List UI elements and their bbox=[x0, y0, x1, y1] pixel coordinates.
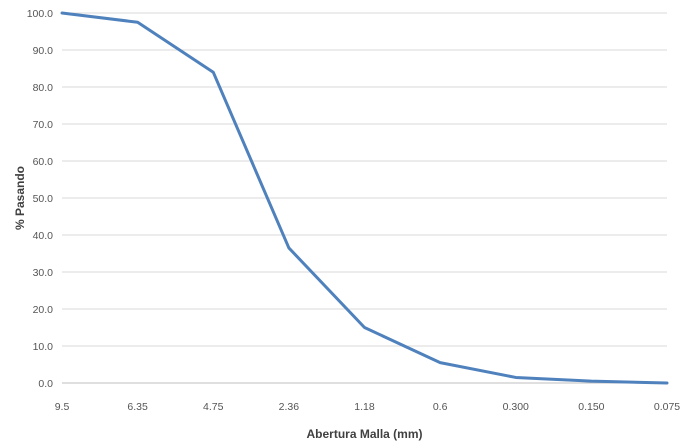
x-axis-title: Abertura Malla (mm) bbox=[306, 427, 422, 441]
y-tick-label: 60.0 bbox=[33, 156, 54, 168]
y-tick-label: 100.0 bbox=[27, 8, 53, 20]
x-tick-label: 0.150 bbox=[578, 401, 604, 413]
y-tick-label: 90.0 bbox=[33, 45, 54, 57]
y-tick-label: 70.0 bbox=[33, 119, 54, 131]
x-tick-label: 2.36 bbox=[279, 401, 300, 413]
y-tick-label: 20.0 bbox=[33, 304, 54, 316]
y-tick-label: 40.0 bbox=[33, 230, 54, 242]
y-tick-label: 80.0 bbox=[33, 82, 54, 94]
x-tick-label: 0.075 bbox=[654, 401, 680, 413]
y-tick-label: 50.0 bbox=[33, 193, 54, 205]
x-axis-tick-labels: 9.5 6.35 4.75 2.36 1.18 0.6 0.300 0.150 0.075 bbox=[55, 401, 681, 413]
y-axis-tick-labels: 0.0 10.0 20.0 30.0 40.0 50.0 60.0 70.0 80.0 90.0 1… bbox=[27, 8, 53, 390]
y-tick-label: 10.0 bbox=[33, 341, 54, 353]
x-tick-label: 4.75 bbox=[203, 401, 224, 413]
x-tick-label: 1.18 bbox=[354, 401, 375, 413]
x-tick-label: 6.35 bbox=[127, 401, 148, 413]
x-tick-label: 9.5 bbox=[55, 401, 70, 413]
x-tick-label: 0.300 bbox=[503, 401, 529, 413]
grid bbox=[62, 12, 667, 347]
y-tick-label: 0.0 bbox=[38, 378, 53, 390]
y-axis-title: % Pasando bbox=[13, 166, 27, 230]
series-group bbox=[60, 11, 669, 385]
y-tick-label: 30.0 bbox=[33, 267, 54, 279]
series-line bbox=[60, 11, 669, 385]
x-tick-label: 0.6 bbox=[433, 401, 448, 413]
